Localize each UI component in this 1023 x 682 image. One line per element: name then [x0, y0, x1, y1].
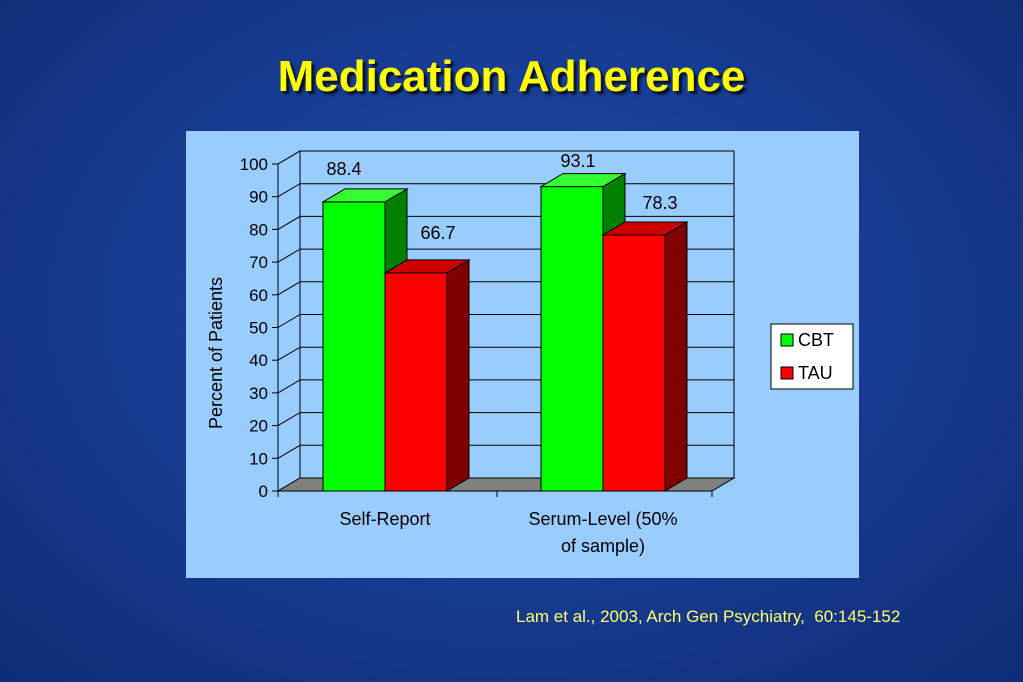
- bar-tau-1: [602, 234, 666, 492]
- bar-tau-0: [384, 272, 448, 492]
- data-label: 88.4: [326, 159, 361, 179]
- bar-side-tau-0: [446, 259, 470, 492]
- y-tick-label: 50: [249, 319, 268, 338]
- data-label: 93.1: [560, 151, 595, 171]
- bar-top-tau-1: [601, 221, 689, 236]
- legend-label-cbt: CBT: [798, 330, 834, 350]
- bar-cbt-1: [540, 186, 604, 492]
- x-category-label: of sample): [561, 536, 645, 556]
- gridline: [277, 150, 734, 165]
- bar-top-tau-0: [383, 259, 471, 274]
- y-tick-label: 90: [249, 188, 268, 207]
- y-tick-label: 70: [249, 253, 268, 272]
- y-tick-label: 80: [249, 220, 268, 239]
- y-tick-label: 100: [240, 155, 268, 174]
- bar-top-cbt-0: [321, 188, 409, 203]
- y-tick-label: 40: [249, 351, 268, 370]
- slide-title: Medication Adherence: [277, 52, 746, 101]
- y-tick-label: 0: [259, 482, 268, 501]
- bar-top-cbt-1: [539, 173, 627, 188]
- y-tick-label: 20: [249, 417, 268, 436]
- x-category-label: Serum-Level (50%: [528, 509, 677, 529]
- y-tick-label: 30: [249, 384, 268, 403]
- bar-side-tau-1: [664, 221, 688, 492]
- y-axis-title: Percent of Patients: [206, 277, 226, 429]
- x-category-label: Self-Report: [339, 509, 430, 529]
- legend-swatch-cbt: [780, 333, 794, 347]
- data-label: 78.3: [642, 193, 677, 213]
- bar-chart: 0 10 20 30 40 50 60 70 80 90 100 Percent of Patient…: [206, 150, 854, 556]
- y-tick-label: 60: [249, 286, 268, 305]
- legend-label-tau: TAU: [798, 363, 833, 383]
- y-tick-label: 10: [249, 449, 268, 468]
- citation: Lam et al., 2003, Arch Gen Psychiatry, 6…: [516, 607, 901, 626]
- bar-cbt-0: [322, 201, 386, 492]
- data-label: 66.7: [420, 223, 455, 243]
- chart-panel: 0 10 20 30 40 50 60 70 80 90 100 Percent of Patient…: [186, 131, 859, 578]
- legend-swatch-tau: [780, 366, 794, 380]
